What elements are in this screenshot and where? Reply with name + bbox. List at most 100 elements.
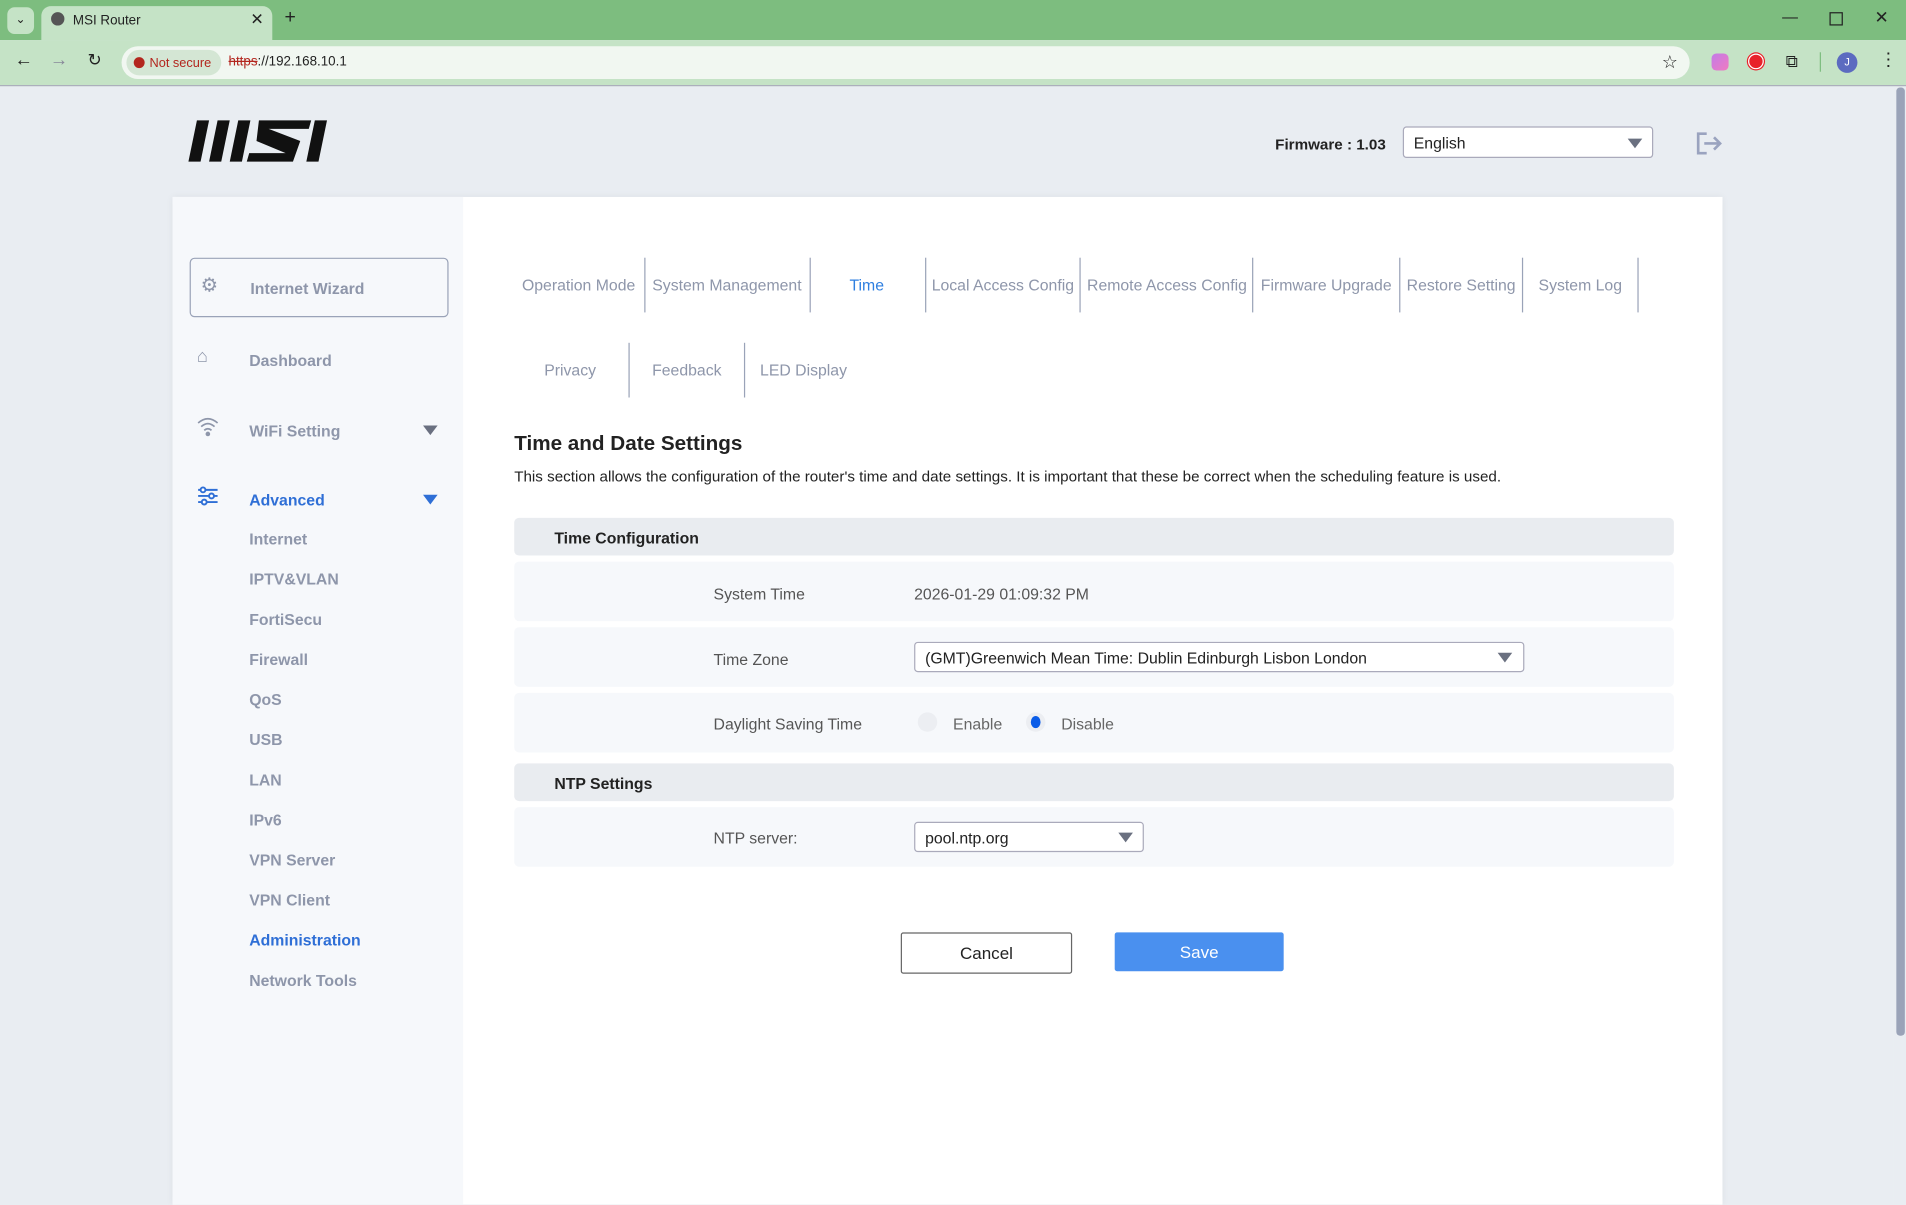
not-secure-badge[interactable]: Not secure (126, 49, 221, 76)
advanced-label: Advanced (249, 491, 325, 510)
browser-tab[interactable]: MSI Router ✕ (41, 6, 273, 41)
chevron-down-icon (1118, 832, 1133, 843)
sidebar-item-wifi[interactable]: WiFi Setting (197, 417, 440, 444)
tab-divider (1079, 257, 1081, 313)
save-button[interactable]: Save (1114, 932, 1284, 972)
tab-divider (743, 342, 746, 398)
address-bar[interactable]: Not secure https://192.168.10.1 ☆ (121, 46, 1690, 80)
page-title: Time and Date Settings (514, 431, 743, 455)
dst-enable-radio[interactable] (917, 712, 938, 732)
sidebar-subitem[interactable]: IPv6 (249, 810, 282, 830)
scrollbar-thumb[interactable] (1896, 87, 1905, 1036)
globe-icon (51, 12, 65, 26)
chevron-down-icon (423, 494, 438, 505)
chevron-down-icon (1627, 138, 1643, 149)
home-icon: ⌂ (196, 346, 208, 368)
browser-toolbar: ← → ↻ Not secure https://192.168.10.1 ☆ … (0, 40, 1906, 87)
dst-row: Daylight Saving Time Enable Disable (514, 692, 1674, 753)
cancel-button[interactable]: Cancel (900, 932, 1073, 974)
sidebar-subitem[interactable]: Firewall (249, 650, 309, 669)
reload-icon[interactable]: ↻ (87, 49, 102, 70)
back-icon[interactable]: ← (14, 49, 33, 71)
url: https://192.168.10.1 (229, 55, 347, 70)
tab-firmware-upgrade[interactable]: Firmware Upgrade (1260, 275, 1392, 295)
toolbar-divider (1819, 52, 1821, 72)
tab-divider (809, 257, 811, 313)
tab-divider (628, 342, 630, 398)
tab-divider (1399, 257, 1401, 313)
tab-remote-access-config[interactable]: Remote Access Config (1087, 275, 1247, 295)
time-config-header: Time Configuration (514, 517, 1674, 556)
tab-feedback[interactable]: Feedback (652, 361, 722, 380)
bookmark-star-icon[interactable]: ☆ (1661, 52, 1679, 73)
extension-icon[interactable] (1711, 53, 1729, 71)
time-zone-select[interactable]: (GMT)Greenwich Mean Time: Dublin Edinbur… (914, 641, 1525, 673)
sidebar-item-advanced[interactable]: Advanced (197, 486, 440, 513)
close-tab-icon[interactable]: ✕ (250, 9, 264, 28)
tab-title: MSI Router (72, 13, 141, 28)
ntp-server-value: pool.ntp.org (925, 829, 1009, 848)
chevron-down-icon (1497, 652, 1513, 663)
time-config-title: Time Configuration (554, 528, 699, 548)
ntp-server-row: NTP server: pool.ntp.org (514, 807, 1674, 867)
sliders-icon (197, 486, 219, 512)
sidebar-item-dashboard[interactable]: ⌂ Dashboard (197, 346, 440, 373)
dashboard-label: Dashboard (249, 351, 332, 370)
close-window-icon[interactable]: ✕ (1874, 7, 1889, 27)
extensions-puzzle-icon[interactable]: ⧉ (1785, 51, 1798, 71)
wifi-label: WiFi Setting (249, 421, 341, 441)
msi-logo (188, 119, 327, 169)
dst-disable-label: Disable (1061, 714, 1114, 734)
new-tab-icon[interactable]: + (284, 7, 296, 28)
language-select[interactable]: English (1402, 126, 1654, 159)
url-scheme: https (228, 54, 258, 70)
tab-divider (1252, 257, 1254, 313)
dst-label: Daylight Saving Time (713, 714, 863, 734)
forward-icon[interactable]: → (49, 49, 69, 71)
tab-search-button[interactable]: ⌄ (7, 7, 35, 35)
ntp-server-select[interactable]: pool.ntp.org (914, 821, 1144, 853)
sidebar-subitem[interactable]: QoS (249, 690, 282, 709)
ntp-header: NTP Settings (514, 763, 1674, 802)
ntp-server-label: NTP server: (713, 829, 798, 848)
minimize-icon[interactable]: — (1782, 7, 1798, 26)
url-host: ://192.168.10.1 (257, 54, 347, 70)
tab-time[interactable]: Time (849, 275, 884, 295)
tab-led-display[interactable]: LED Display (760, 361, 847, 380)
tab-divider (1637, 257, 1639, 313)
sidebar-subitem[interactable]: VPN Server (249, 850, 336, 870)
sidebar-subitem[interactable]: USB (249, 730, 283, 749)
tab-divider (1521, 257, 1524, 313)
tab-restore-setting[interactable]: Restore Setting (1406, 275, 1516, 295)
system-time-label: System Time (713, 584, 805, 603)
system-time-value: 2026-01-29 01:09:32 PM (914, 584, 1089, 603)
tab-privacy[interactable]: Privacy (544, 361, 597, 380)
tab-divider (644, 257, 646, 313)
internet-wizard-button[interactable]: ⚙ Internet Wizard (189, 257, 449, 318)
system-time-row: System Time 2026-01-29 01:09:32 PM (514, 561, 1674, 622)
tab-local-access-config[interactable]: Local Access Config (931, 275, 1075, 295)
internet-wizard-label: Internet Wizard (250, 279, 365, 298)
logout-icon[interactable] (1696, 131, 1723, 161)
sidebar: ⚙ Internet Wizard ⌂ Dashboard WiFi Setti… (172, 196, 464, 1205)
sidebar-subitem[interactable]: FortiSecu (249, 610, 323, 629)
sidebar-subitem[interactable]: LAN (249, 770, 282, 789)
sidebar-subitem[interactable]: IPTV&VLAN (249, 570, 339, 589)
tab-system-log[interactable]: System Log (1538, 275, 1623, 295)
dst-disable-radio[interactable] (1025, 712, 1046, 732)
maximize-icon[interactable] (1829, 12, 1843, 26)
menu-icon[interactable]: ⋮ (1879, 49, 1898, 71)
profile-avatar[interactable]: J (1836, 52, 1858, 73)
ntp-title: NTP Settings (554, 774, 653, 793)
browser-tab-strip: ⌄ MSI Router ✕ + — ✕ (0, 0, 1906, 41)
record-extension-icon[interactable] (1748, 53, 1764, 70)
sidebar-subitem[interactable]: Administration (249, 931, 361, 950)
firmware-version: Firmware : 1.03 (1275, 136, 1386, 154)
tab-operation-mode[interactable]: Operation Mode (521, 275, 636, 295)
time-zone-value: (GMT)Greenwich Mean Time: Dublin Edinbur… (925, 649, 1367, 668)
sidebar-subitem[interactable]: Network Tools (249, 971, 357, 990)
time-zone-label: Time Zone (713, 650, 789, 669)
sidebar-subitem[interactable]: VPN Client (249, 891, 330, 910)
tab-system-management[interactable]: System Management (652, 275, 802, 295)
sidebar-subitem[interactable]: Internet (249, 530, 308, 549)
